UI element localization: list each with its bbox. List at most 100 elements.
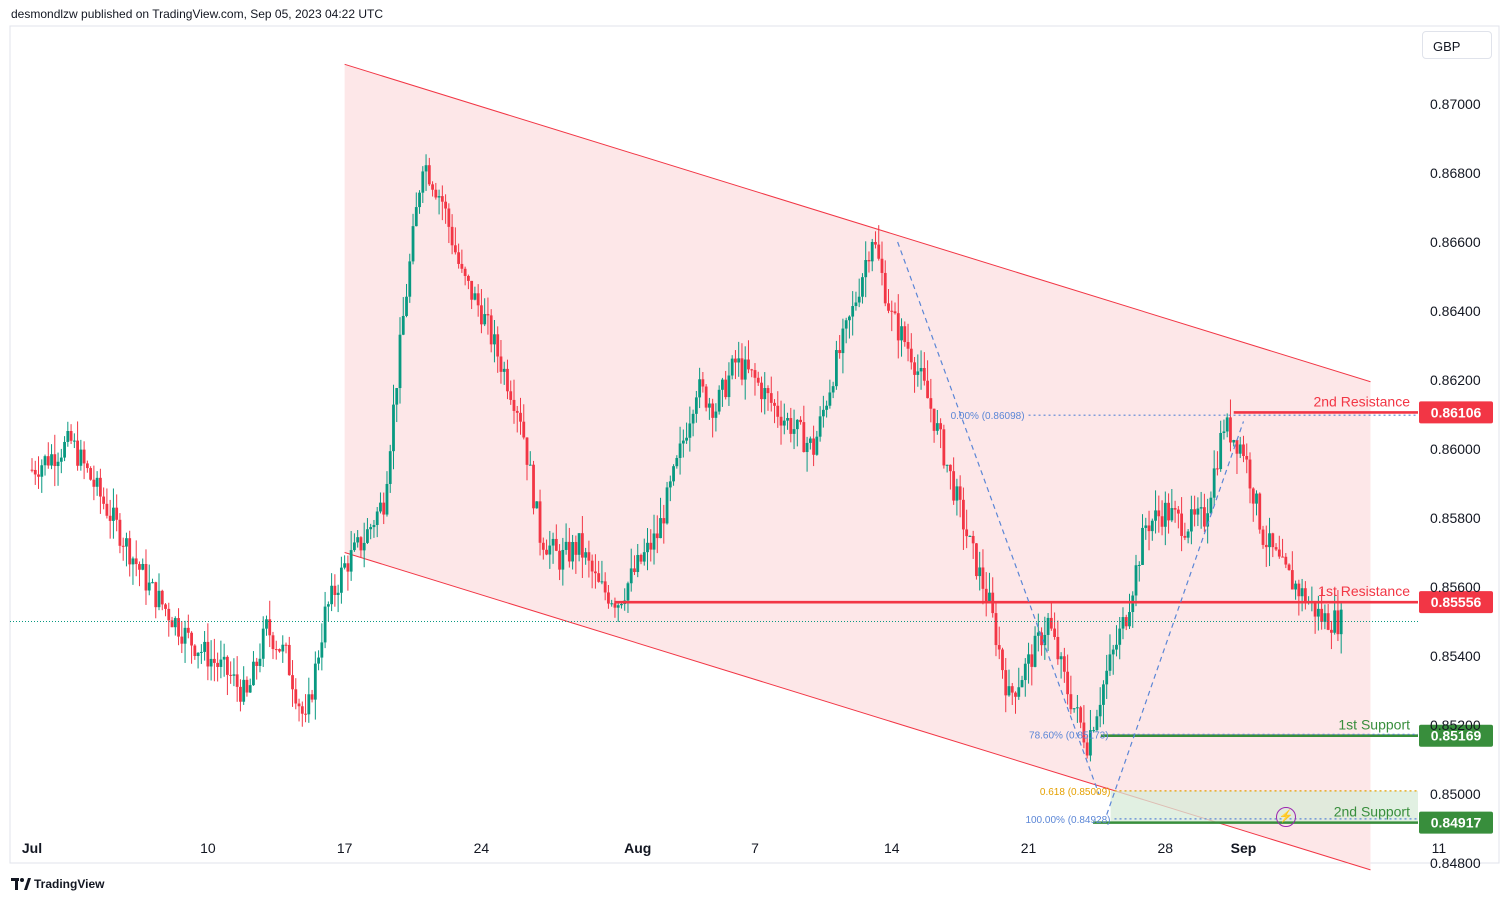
candle-body <box>750 369 754 371</box>
candle-body <box>1216 468 1219 470</box>
candle-body <box>522 421 526 438</box>
candle-body <box>580 533 584 558</box>
channel-fill <box>344 64 1371 870</box>
x-tick-label: 24 <box>474 840 490 856</box>
candle-body <box>1222 431 1226 433</box>
candle-body <box>763 388 767 400</box>
candle-body <box>685 437 688 441</box>
candle-body <box>79 449 83 466</box>
candle-body <box>694 397 698 414</box>
candle-body <box>541 542 545 550</box>
candle-body <box>392 404 395 452</box>
candle-body <box>271 635 275 650</box>
channel-upper-line[interactable] <box>344 63 1371 383</box>
candle-body <box>190 632 193 646</box>
candle-body <box>108 515 112 521</box>
candle-body <box>672 466 675 482</box>
x-tick-label: 28 <box>1158 840 1174 856</box>
publisher-caption: desmondlzw published on TradingView.com,… <box>11 7 384 21</box>
candle-body <box>691 413 695 424</box>
lightning-icon[interactable]: ⚡ <box>1276 807 1296 827</box>
fib-swing-line[interactable] <box>1106 421 1245 815</box>
candle-body <box>89 468 93 480</box>
candle-body <box>773 402 776 406</box>
candle-body <box>506 368 509 392</box>
candle-body <box>1183 535 1187 538</box>
candle-body <box>112 507 115 521</box>
candle-body <box>538 501 542 543</box>
candle-body <box>1160 516 1164 527</box>
candle-body <box>851 306 855 317</box>
candle-body <box>463 268 467 276</box>
candle-body <box>255 661 259 666</box>
candle-body <box>1300 588 1304 597</box>
candle-body <box>1001 649 1004 671</box>
candle-body <box>558 550 561 570</box>
candle-body <box>616 605 620 608</box>
candle-body <box>939 423 943 430</box>
candle-body <box>1023 663 1027 681</box>
candle-body <box>366 529 369 543</box>
candle-body <box>668 481 672 488</box>
candle-body <box>209 658 213 667</box>
candle-body <box>515 410 519 413</box>
candle-body <box>681 440 685 444</box>
candle-body <box>1036 632 1040 636</box>
candle-body <box>932 408 936 431</box>
candle-body <box>1281 556 1284 558</box>
candle-body <box>226 656 229 675</box>
candle-body <box>655 533 659 539</box>
candle-body <box>186 627 190 633</box>
candle-body <box>1020 680 1024 688</box>
candle-body <box>1271 533 1275 548</box>
plot-area <box>9 25 1500 864</box>
candle-body <box>1072 708 1076 710</box>
candle-body <box>216 662 220 667</box>
level-price-tag <box>1419 724 1493 747</box>
candle-body <box>98 477 102 497</box>
candle-body <box>398 334 402 389</box>
candle-body <box>1082 722 1086 743</box>
candle-body <box>1118 628 1122 645</box>
candle-body <box>792 429 796 434</box>
y-tick-label: 0.86800 <box>1430 165 1481 181</box>
candle-body <box>620 603 623 606</box>
candle-body <box>724 379 728 398</box>
fib-level-label: 78.60% (0.85173) <box>1029 730 1109 741</box>
candle-body <box>450 226 454 246</box>
level-price-text: 0.85556 <box>1431 594 1482 610</box>
candle-body <box>300 706 304 714</box>
candle-body <box>466 275 470 281</box>
candle-body <box>297 703 301 707</box>
candle-body <box>1242 444 1245 457</box>
candle-body <box>1203 507 1206 527</box>
candle-body <box>929 398 933 409</box>
candle-body <box>53 454 57 467</box>
candle-body <box>1199 507 1203 509</box>
candle-body <box>948 464 952 472</box>
candle-body <box>707 403 711 408</box>
candle-body <box>561 549 565 570</box>
candle-body <box>554 538 558 551</box>
candle-body <box>43 456 47 466</box>
candle-body <box>1333 610 1337 633</box>
candle-body <box>659 518 662 539</box>
candle-body <box>313 663 317 700</box>
candle-body <box>1232 440 1236 443</box>
candle-body <box>1007 686 1011 696</box>
candle-body <box>597 573 601 582</box>
candle-body <box>1163 502 1167 527</box>
candle-body <box>825 405 829 410</box>
candle-body <box>805 442 809 453</box>
candle-body <box>76 440 79 466</box>
brand-label: TradingView <box>34 876 105 891</box>
fib-swing-line[interactable] <box>897 241 1100 795</box>
tradingview-brand[interactable]: TradingView <box>11 876 104 891</box>
candle-body <box>734 358 737 363</box>
candle-body <box>408 261 412 297</box>
currency-button[interactable]: GBP <box>1422 31 1492 59</box>
candle-body <box>310 694 314 700</box>
candle-body <box>633 568 636 573</box>
candle-body <box>232 674 236 676</box>
